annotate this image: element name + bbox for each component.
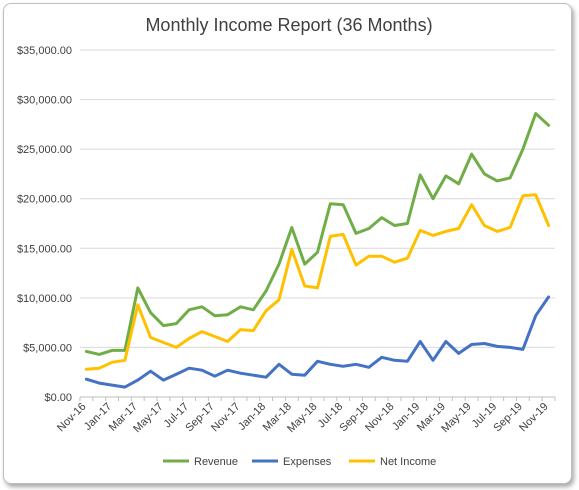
legend: Revenue Expenses Net Income xyxy=(163,456,436,468)
y-tick-label: $35,000.00 xyxy=(17,45,72,57)
x-tick-label: Nov-17 xyxy=(209,401,243,435)
x-axis-tick-labels: Nov-16Jan-17Mar-17May-17Jul-17Sep-17Nov-… xyxy=(55,397,556,435)
grid-lines xyxy=(80,49,555,398)
legend-label: Net Income xyxy=(380,456,436,468)
y-tick-label: $15,000.00 xyxy=(17,243,72,255)
series-lines xyxy=(84,112,551,389)
y-tick-label: $10,000.00 xyxy=(17,293,72,305)
chart-title: Monthly Income Report (36 Months) xyxy=(145,15,432,35)
y-axis-tick-labels: $0.00 $5,000.00 $10,000.00 $15,000.00 $20,00… xyxy=(17,45,72,404)
series-line-expenses xyxy=(84,295,551,389)
x-tick-label: Nov-19 xyxy=(517,401,551,435)
y-tick-label: $25,000.00 xyxy=(17,144,72,156)
y-tick-label: $0.00 xyxy=(44,392,72,404)
y-tick-label: $20,000.00 xyxy=(17,194,72,206)
legend-label: Expenses xyxy=(283,456,332,468)
series-line-net-income xyxy=(84,193,551,371)
y-tick-label: $30,000.00 xyxy=(17,95,72,107)
legend-label: Revenue xyxy=(194,456,238,468)
y-tick-label: $5,000.00 xyxy=(23,342,72,354)
x-tick-label: Nov-16 xyxy=(55,401,89,435)
x-tick-label: Nov-18 xyxy=(363,401,397,435)
series-line-revenue xyxy=(84,112,551,356)
